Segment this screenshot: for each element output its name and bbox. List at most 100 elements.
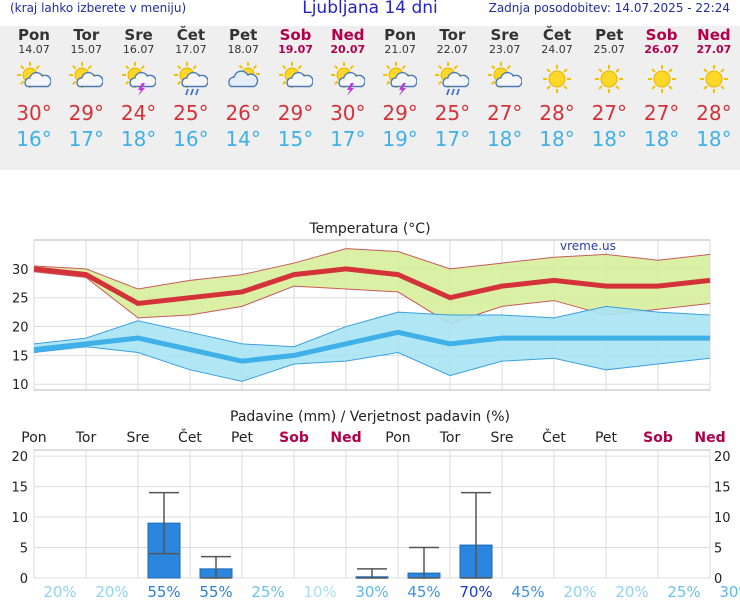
y-tick-label-left: 20 <box>11 450 28 465</box>
cloud-sun-icon <box>228 62 261 88</box>
day-date: 23.07 <box>488 43 521 56</box>
max-temperature-range <box>34 248 710 324</box>
y-tick-label-right: 5 <box>714 542 722 557</box>
day-label: Čet <box>178 428 202 446</box>
day-column: Čet 24.07 28° 18° <box>529 26 585 152</box>
y-tick-label-right: 15 <box>714 481 731 496</box>
min-temperature: 18° <box>486 127 523 151</box>
day-date: 27.07 <box>696 43 732 56</box>
day-column: Pet 25.07 27° 18° <box>581 26 637 152</box>
day-name: Ned <box>697 26 731 44</box>
day-name: Pon <box>18 26 50 44</box>
sun-cloud-rain-icon <box>435 62 470 96</box>
day-name: Čet <box>542 26 572 44</box>
day-column: Sob 26.07 27° 18° <box>634 26 690 152</box>
day-column: Pon 14.07 30° 16° <box>6 26 62 152</box>
day-label: Sob <box>279 430 309 446</box>
min-temperature-range-upper <box>33 305 711 348</box>
y-tick-label-left: 5 <box>20 542 28 557</box>
max-temperature: 27° <box>643 101 680 125</box>
max-temperature: 30° <box>16 101 52 125</box>
min-temperature: 18° <box>696 127 732 151</box>
min-temperature: 18° <box>643 127 680 151</box>
sun-icon <box>699 65 728 93</box>
probability-label: 55% <box>199 583 232 600</box>
min-temperature-range <box>34 306 710 382</box>
day-date: 24.07 <box>541 43 573 56</box>
sun-cloud-icon <box>69 62 104 88</box>
max-temperature: 29° <box>382 101 418 125</box>
day-name: Ned <box>331 26 365 44</box>
min-temperature: 16° <box>173 127 209 151</box>
watermark: vreme.us <box>560 239 616 253</box>
max-temperature: 25° <box>173 101 209 125</box>
y-tick-label-left: 15 <box>11 481 28 496</box>
probability-label: 25% <box>667 583 700 600</box>
probability-label: 30% <box>719 583 740 600</box>
day-date: 17.07 <box>175 43 207 56</box>
day-date: 19.07 <box>278 43 313 56</box>
temperature-chart-title: Temperatura (°C) <box>308 221 430 237</box>
min-temperature: 17° <box>68 127 105 151</box>
min-temperature: 16° <box>16 127 52 151</box>
y-tick-label: 20 <box>12 321 29 336</box>
last-update: Zadnja posodobitev: 14.07.2025 - 22:24 <box>488 1 730 15</box>
day-date: 26.07 <box>644 43 679 56</box>
y-tick-label-right: 0 <box>714 572 722 587</box>
probability-label: 25% <box>251 583 284 600</box>
sun-cloud-icon <box>487 62 522 88</box>
day-label: Ned <box>694 430 725 446</box>
max-temperature-range-upper <box>33 248 711 290</box>
day-date: 14.07 <box>18 43 50 56</box>
min-temperature: 18° <box>539 127 575 151</box>
day-name: Tor <box>73 26 100 44</box>
y-tick-label: 15 <box>12 349 29 364</box>
sun-cloud-thunder-icon <box>121 62 156 96</box>
sun-icon <box>595 65 624 93</box>
y-tick-label-left: 10 <box>11 511 28 526</box>
min-temperature-line <box>33 329 710 364</box>
day-date: 20.07 <box>330 43 366 56</box>
probability-label: 20% <box>615 583 648 600</box>
precipitation-chart: Padavine (mm) / Verjetnost padavin (%) Po… <box>11 409 740 600</box>
day-label: Pon <box>385 430 410 446</box>
day-date: 22.07 <box>436 43 469 56</box>
temperature-chart: Temperatura (°C) 10 15 20 25 30 vreme.us <box>12 221 711 393</box>
probability-label: 30% <box>355 583 388 600</box>
probability-label: 55% <box>147 583 180 600</box>
day-column: Sre 23.07 27° 18° <box>477 26 533 152</box>
max-temperature: 27° <box>486 101 523 125</box>
day-name: Sob <box>645 26 678 44</box>
day-label: Tor <box>439 430 461 446</box>
probability-label: 10% <box>303 583 336 600</box>
sun-cloud-icon <box>17 62 51 88</box>
min-temperature: 17° <box>434 127 471 151</box>
day-label: Tor <box>75 430 97 446</box>
page-title: Ljubljana 14 dni <box>302 0 438 18</box>
day-name: Pet <box>595 26 624 44</box>
plot-area <box>33 449 711 579</box>
min-temperature: 17° <box>330 127 366 151</box>
max-temperature-line <box>33 266 711 307</box>
day-column: Ned 20.07 30° 17° <box>320 26 376 152</box>
day-name: Sre <box>490 26 519 44</box>
day-name: Čet <box>176 26 206 44</box>
y-tick-label-left: 0 <box>20 572 28 587</box>
day-label: Čet <box>542 428 566 446</box>
day-column: Pon 21.07 29° 19° <box>372 26 428 152</box>
max-temperature: 28° <box>696 101 732 125</box>
sun-icon <box>543 65 571 93</box>
sun-cloud-icon <box>278 62 313 88</box>
y-tick-label-right: 10 <box>714 511 731 526</box>
precipitation-chart-title: Padavine (mm) / Verjetnost padavin (%) <box>230 409 510 425</box>
location-menu-hint[interactable]: (kraj lahko izberete v meniju) <box>10 1 187 15</box>
day-label: Pon <box>21 430 46 446</box>
day-label: Sob <box>643 430 673 446</box>
min-temperature: 19° <box>382 127 418 151</box>
day-name: Sob <box>279 26 312 44</box>
day-date: 25.07 <box>593 43 626 56</box>
max-temperature: 26° <box>225 101 261 125</box>
sun-icon <box>647 65 676 93</box>
y-tick-label-right: 20 <box>714 450 731 465</box>
day-label: Ned <box>330 430 361 446</box>
